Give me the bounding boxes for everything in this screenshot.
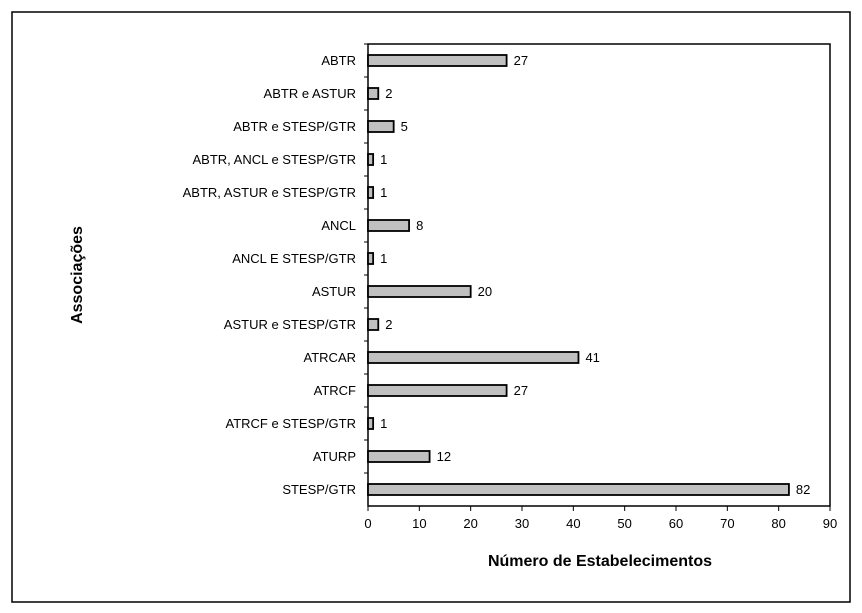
- bar: [367, 219, 410, 232]
- y-axis-title: Associações: [69, 226, 86, 324]
- x-tick-label: 80: [771, 516, 785, 531]
- data-label: 12: [437, 449, 451, 464]
- bar: [367, 252, 375, 265]
- category-label: ABTR e STESP/GTR: [233, 119, 356, 134]
- data-label: 2: [385, 317, 392, 332]
- category-label: ASTUR: [312, 284, 356, 299]
- category-label: ABTR: [321, 53, 356, 68]
- category-label: ANCL E STESP/GTR: [232, 251, 356, 266]
- category-label: ANCL: [321, 218, 356, 233]
- data-labels: 27 2 5 1 1 8 1 20 2 41 27 1 12 82: [380, 53, 810, 497]
- x-tick-label: 0: [364, 516, 371, 531]
- category-label: STESP/GTR: [282, 482, 356, 497]
- data-label: 27: [514, 383, 528, 398]
- x-tick-label: 70: [720, 516, 734, 531]
- bar: [367, 120, 395, 133]
- data-label: 20: [478, 284, 492, 299]
- bar: [367, 450, 431, 463]
- x-tick-label: 50: [617, 516, 631, 531]
- bar: [367, 417, 375, 430]
- x-tick-label: 90: [823, 516, 837, 531]
- bar: [367, 87, 380, 100]
- bar: [367, 186, 375, 199]
- bar: [367, 318, 380, 331]
- bar: [367, 384, 508, 397]
- category-label: ATRCF e STESP/GTR: [226, 416, 357, 431]
- data-label: 1: [380, 152, 387, 167]
- bar: [367, 153, 375, 166]
- category-label: ATURP: [313, 449, 356, 464]
- category-label: ASTUR e STESP/GTR: [224, 317, 356, 332]
- bar: [367, 483, 790, 496]
- data-label: 5: [401, 119, 408, 134]
- data-label: 82: [796, 482, 810, 497]
- category-label: ABTR e ASTUR: [264, 86, 356, 101]
- data-label: 1: [380, 251, 387, 266]
- x-axis-ticks: 0 10 20 30 40 50 60 70 80 90: [364, 506, 837, 531]
- data-label: 8: [416, 218, 423, 233]
- x-tick-label: 20: [463, 516, 477, 531]
- data-label: 1: [380, 185, 387, 200]
- bars: [364, 43, 790, 496]
- bar: [367, 285, 472, 298]
- x-axis-title: Número de Estabelecimentos: [488, 553, 712, 570]
- x-tick-label: 60: [669, 516, 683, 531]
- chart-border: [11, 11, 851, 603]
- data-label: 2: [385, 86, 392, 101]
- bar: [367, 351, 580, 364]
- category-label: ABTR, ASTUR e STESP/GTR: [183, 185, 356, 200]
- category-labels: ABTR ABTR e ASTUR ABTR e STESP/GTR ABTR, AN…: [183, 53, 356, 497]
- data-label: 1: [380, 416, 387, 431]
- x-tick-label: 10: [412, 516, 426, 531]
- data-label: 27: [514, 53, 528, 68]
- x-tick-label: 30: [515, 516, 529, 531]
- category-label: ATRCAR: [304, 350, 356, 365]
- bar: [367, 54, 508, 67]
- category-label: ABTR, ANCL e STESP/GTR: [192, 152, 356, 167]
- category-label: ATRCF: [314, 383, 356, 398]
- data-label: 41: [585, 350, 599, 365]
- x-tick-label: 40: [566, 516, 580, 531]
